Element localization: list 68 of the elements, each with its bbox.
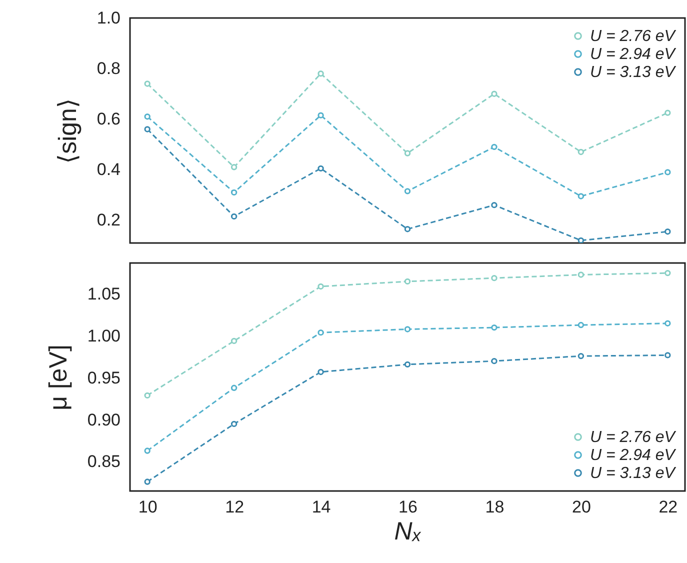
x-tick-label: 16 — [398, 498, 418, 516]
point — [404, 150, 411, 156]
x-tick-label: 22 — [658, 498, 678, 516]
x-tick-label: 12 — [225, 498, 244, 516]
point — [144, 114, 150, 120]
legend-label: U = 2.94 eV — [590, 46, 676, 63]
y-tick-label: 0.2 — [96, 210, 120, 230]
point — [144, 448, 150, 454]
point — [578, 193, 584, 200]
y-tick-label: 0.6 — [96, 110, 120, 129]
legend-label: U = 3.13 eV — [590, 64, 676, 81]
legend-label: U = 2.76 eV — [590, 429, 676, 446]
y-tick-label: 1.05 — [87, 284, 120, 304]
point — [144, 126, 150, 132]
point — [664, 228, 671, 235]
y-tick-label: 0.4 — [96, 160, 120, 180]
point — [664, 270, 671, 276]
point — [404, 188, 411, 194]
point — [491, 144, 498, 150]
legend-label: U = 2.94 eV — [590, 447, 676, 464]
x-tick-label: 10 — [138, 498, 158, 516]
x-tick-label: 14 — [312, 498, 331, 516]
point — [578, 352, 584, 360]
point — [230, 384, 238, 391]
point — [144, 80, 150, 87]
point — [664, 320, 671, 326]
point — [144, 478, 150, 485]
point — [318, 368, 324, 376]
point — [230, 189, 238, 196]
point — [318, 165, 324, 172]
x-tick-label: 18 — [485, 498, 504, 516]
y-tick-label: 1.00 — [87, 326, 120, 346]
point — [664, 110, 671, 116]
point — [230, 164, 238, 170]
legend-label: U = 3.13 eV — [590, 465, 676, 482]
y-tick-label: 1.0 — [96, 8, 120, 28]
point — [230, 420, 238, 428]
y-tick-label: 0.8 — [96, 59, 120, 78]
point — [491, 324, 498, 331]
point — [404, 278, 411, 285]
point — [491, 202, 498, 208]
point — [491, 275, 498, 282]
y-tick-label: 0.85 — [87, 452, 120, 472]
point — [578, 148, 584, 156]
point — [144, 392, 150, 399]
point — [318, 329, 324, 336]
point — [404, 226, 411, 232]
point — [318, 283, 324, 290]
point — [491, 90, 498, 97]
point — [664, 169, 671, 176]
legend-label: U = 2.76 eV — [590, 28, 676, 45]
y-tick-label: 0.90 — [87, 410, 120, 430]
y-tick-label: 0.95 — [87, 368, 120, 388]
point — [664, 352, 671, 358]
point — [491, 358, 498, 364]
point — [578, 322, 584, 328]
point — [318, 70, 324, 77]
point — [578, 237, 584, 243]
x-tick-label: 20 — [572, 498, 591, 516]
point — [318, 112, 324, 118]
x-axis-title: Nₓ — [394, 518, 422, 546]
point — [404, 361, 411, 368]
point — [230, 213, 238, 220]
point — [404, 326, 411, 332]
point — [230, 338, 238, 344]
point — [578, 272, 584, 278]
y-axis-title: ⟨sign⟩ — [54, 98, 82, 164]
y-axis-title: μ [eV] — [44, 344, 72, 410]
